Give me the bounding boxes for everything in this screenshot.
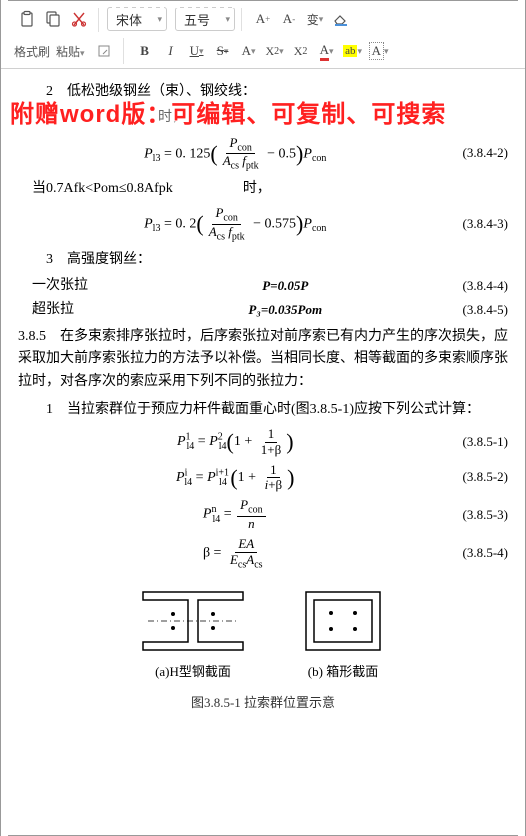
text-color-button[interactable]: A▾ [314, 38, 340, 64]
font-family-select[interactable]: 宋体 ▾ [107, 7, 167, 31]
char-format-button[interactable]: A▾ [366, 38, 392, 64]
formula-ref: (3.8.5-4) [453, 543, 509, 564]
clear-format-button[interactable] [328, 6, 354, 32]
clipboard-more-icon[interactable] [91, 38, 117, 64]
formula-3-8-4-2: Pl3 = 0. 125(PconAcs fptk − 0.5)Pcon (3.… [18, 136, 508, 172]
tension-over-line: 超张拉 P₃=0.035Pom (3.8.4-5) [18, 299, 508, 321]
font-size-select[interactable]: 五号 ▾ [175, 7, 235, 31]
font-family-value: 宋体 [116, 10, 142, 29]
clipboard-group [8, 6, 99, 32]
clipboard-labels: 格式刷 粘贴▾ [8, 38, 124, 64]
formula-content: β = EAEcsAcs [18, 537, 453, 570]
formula-3-8-5-1: P1l4 = P2l4(1 + 11+β) (3.8.5-1) [18, 427, 508, 457]
formula-3-8-4-3: Pl3 = 0. 2(PconAcs fptk − 0.575)Pcon (3.… [18, 206, 508, 242]
watermark-overlay: 附赠word版：可编辑、可复制、可搜索 [10, 94, 516, 129]
italic-button[interactable]: I [158, 38, 184, 64]
formula-content: Pl3 = 0. 125(PconAcs fptk − 0.5)Pcon [18, 136, 453, 172]
increase-font-button[interactable]: A+ [250, 6, 276, 32]
toolbar: 宋体 ▾ 五号 ▾ A+ A- 变▾ 格式刷 粘贴▾ B [0, 0, 526, 69]
formula-ref: (3.8.5-1) [453, 432, 509, 453]
formula-3-8-5-2: Pil4 = Pi+1l4 (1 + 1i+β) (3.8.5-2) [18, 463, 508, 493]
box-section-caption: (b) 箱形截面 [308, 662, 378, 683]
font-adjust-group: A+ A- 变▾ [244, 6, 360, 32]
copy-icon[interactable] [40, 6, 66, 32]
formula-ref: (3.8.4-3) [453, 214, 509, 235]
formula-ref: (3.8.5-2) [453, 467, 509, 488]
format-group: B I U▾ S▾ A▾ X2▾ X2 A▾ ab▾ A▾ [126, 38, 398, 64]
superscript-button[interactable]: X2▾ [262, 38, 288, 64]
h-section-caption: (a)H型钢截面 [155, 662, 231, 683]
toolbar-row-2: 格式刷 粘贴▾ B I U▾ S▾ A▾ X2▾ X2 A▾ ab▾ A▾ [8, 38, 518, 64]
formula-content: Pl3 = 0. 2(PconAcs fptk − 0.575)Pcon [18, 206, 453, 242]
chevron-down-icon: ▾ [225, 14, 230, 25]
tension-once-line: 一次张拉 P=0.05P (3.8.4-4) [18, 275, 508, 297]
text-effects-button[interactable]: 变▾ [302, 6, 328, 32]
condition-line: 当0.7Afk<Pom≤0.8Afpk 时， [18, 178, 508, 200]
ragged-border-bottom [0, 828, 526, 836]
paragraph-3-8-5: 3.8.5 在多束索排序张拉时，后序索张拉对前序索已有内力产生的序次损失，应采取… [18, 326, 508, 393]
paste-icon[interactable] [14, 6, 40, 32]
format-painter-button[interactable]: 格式刷 [14, 43, 50, 60]
font-color-button[interactable]: A▾ [236, 38, 262, 64]
formula-content: Pil4 = Pi+1l4 (1 + 1i+β) [18, 463, 453, 493]
h-section-diagram [138, 586, 248, 656]
font-size-value: 五号 [184, 10, 210, 29]
paste-label-button[interactable]: 粘贴▾ [56, 43, 85, 60]
formula-content: Pnl4 = Pconn [18, 498, 453, 531]
subscript-button[interactable]: X2 [288, 38, 314, 64]
formula-3-8-5-4: β = EAEcsAcs (3.8.5-4) [18, 537, 508, 570]
highlight-button[interactable]: ab▾ [340, 38, 366, 64]
formula-3-8-5-3: Pnl4 = Pconn (3.8.5-3) [18, 498, 508, 531]
formula-ref: (3.8.5-3) [453, 505, 509, 526]
decrease-font-button[interactable]: A- [276, 6, 302, 32]
paragraph-3-8-5-1: 1 当拉索群位于预应力杆件截面重心时(图3.8.5-1)应按下列公式计算： [18, 399, 508, 421]
bold-button[interactable]: B [132, 38, 158, 64]
formula-ref: (3.8.4-2) [453, 143, 509, 164]
cut-icon[interactable] [66, 6, 92, 32]
toolbar-row-1: 宋体 ▾ 五号 ▾ A+ A- 变▾ [8, 6, 518, 32]
font-group-1: 宋体 ▾ 五号 ▾ [101, 7, 242, 31]
chevron-down-icon: ▾ [157, 14, 162, 25]
underline-button[interactable]: U▾ [184, 38, 210, 64]
line-item-3: 3 高强度钢丝： [18, 249, 508, 271]
page-wrapper: { "toolbar": { "font_family": "宋体", "fon… [0, 0, 526, 836]
strike-button[interactable]: S▾ [210, 38, 236, 64]
figure-title: 图3.8.5-1 拉索群位置示意 [18, 693, 508, 714]
cross-sections: (a)H型钢截面 (b) 箱形截面 [18, 586, 508, 683]
document-body: 2 低松弛级钢丝（束）、钢绞线： 时， Pl3 = 0. 125(PconAcs… [0, 69, 526, 714]
box-section-col: (b) 箱形截面 [298, 586, 388, 683]
formula-content: P1l4 = P2l4(1 + 11+β) [18, 427, 453, 457]
box-section-diagram [298, 586, 388, 656]
h-section-col: (a)H型钢截面 [138, 586, 248, 683]
